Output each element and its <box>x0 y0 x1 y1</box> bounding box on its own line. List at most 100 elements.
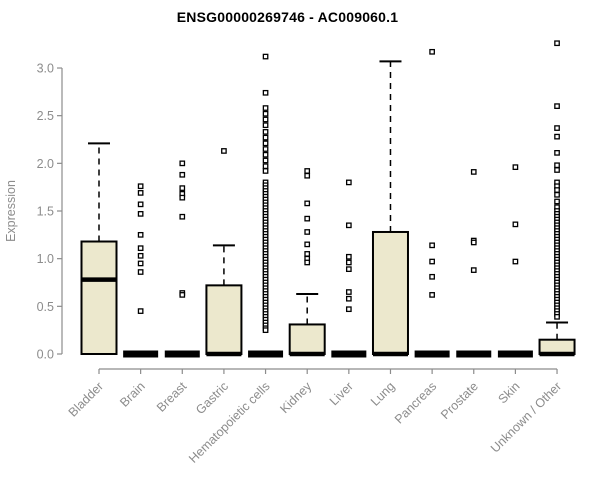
x-tick-label: Skin <box>495 379 522 406</box>
x-tick-label: Lung <box>368 379 398 409</box>
outlier-point <box>512 164 519 171</box>
outlier-point <box>304 200 311 207</box>
outlier-point <box>262 151 269 158</box>
outlier-point <box>262 168 269 174</box>
outlier-point <box>554 191 560 198</box>
x-tick-label: Unknown / Other <box>488 379 564 455</box>
outlier-point <box>429 242 435 249</box>
box-group-lung: Lung <box>368 60 409 409</box>
outlier-point <box>262 53 269 60</box>
outlier-point <box>262 157 269 164</box>
outlier-point <box>262 134 269 141</box>
outlier-point <box>554 187 560 193</box>
y-tick-label: 0.0 <box>37 348 54 362</box>
x-tick-label: Bladder <box>66 379 106 419</box>
outlier-point <box>137 252 144 259</box>
outlier-point <box>304 215 311 222</box>
box-rect <box>288 323 326 355</box>
outlier-point <box>429 48 435 55</box>
y-axis-title: Expression <box>4 180 18 242</box>
outlier-point <box>137 308 144 314</box>
box-group-liver: Liver <box>327 179 367 408</box>
outlier-point <box>137 269 144 275</box>
outlier-point <box>137 231 144 238</box>
outlier-point <box>179 292 186 298</box>
collapsed-box <box>456 350 492 358</box>
outlier-point <box>554 150 560 156</box>
x-tick-label: Breast <box>154 379 190 415</box>
x-tick-label: Liver <box>327 379 356 408</box>
y-tick-label: 1.0 <box>37 252 54 266</box>
outlier-point <box>262 89 269 96</box>
outlier-point <box>554 167 560 173</box>
y-tick-label: 2.0 <box>37 157 54 171</box>
collapsed-box <box>414 350 450 358</box>
outlier-point <box>470 169 477 175</box>
outlier-point <box>179 194 186 201</box>
outlier-point <box>429 292 435 298</box>
outlier-point <box>512 221 519 228</box>
outlier-point <box>262 163 269 170</box>
outlier-point <box>429 258 435 265</box>
outlier-point <box>262 129 269 135</box>
outlier-point <box>512 258 519 265</box>
box-group-skin: Skin <box>495 164 533 406</box>
outlier-point <box>179 171 186 178</box>
outlier-point <box>262 327 269 334</box>
outlier-point <box>262 146 269 152</box>
outlier-point <box>179 160 186 167</box>
outlier-point <box>262 140 269 147</box>
collapsed-box <box>123 350 159 358</box>
outlier-point <box>304 229 311 235</box>
outlier-point <box>179 213 186 220</box>
outlier-point <box>345 266 352 273</box>
box-group-breast: Breast <box>154 160 200 415</box>
outlier-point <box>345 306 352 313</box>
x-tick-label: Kidney <box>277 379 314 416</box>
outlier-point <box>345 222 352 229</box>
outlier-point <box>554 162 560 169</box>
outlier-point <box>137 201 144 208</box>
outlier-point <box>262 105 269 111</box>
outlier-point <box>345 179 352 186</box>
outlier-point <box>345 253 352 260</box>
collapsed-box <box>248 350 284 358</box>
box-group-prostate: Prostate <box>438 169 492 422</box>
collapsed-box <box>497 350 533 358</box>
outlier-point <box>554 125 560 131</box>
box-rect <box>80 240 118 356</box>
outlier-point <box>137 211 144 217</box>
box-group-gastric: Gastric <box>193 148 243 417</box>
x-tick-label: Hematopoietic cells <box>186 379 273 466</box>
outlier-point <box>345 289 352 295</box>
outlier-point <box>470 239 477 246</box>
x-tick-label: Pancreas <box>392 379 439 426</box>
y-tick-label: 0.5 <box>37 300 54 314</box>
outlier-point <box>262 116 269 123</box>
outlier-point <box>179 185 186 191</box>
chart-title: ENSG00000269746 - AC009060.1 <box>176 9 399 25</box>
outlier-point <box>137 190 144 196</box>
y-tick-label: 3.0 <box>37 62 54 76</box>
outlier-point <box>304 168 311 174</box>
outlier-point <box>429 273 435 280</box>
outlier-point <box>304 259 311 266</box>
outlier-point <box>554 313 560 320</box>
box-group-brain: Brain <box>117 183 159 410</box>
box-group-bladder: Bladder <box>66 142 118 420</box>
outlier-point <box>554 103 560 109</box>
outlier-point <box>554 198 560 205</box>
collapsed-box <box>331 350 367 358</box>
outlier-point <box>345 259 352 266</box>
outlier-point <box>137 245 144 252</box>
outlier-point <box>470 267 477 273</box>
y-tick-label: 2.5 <box>37 109 54 123</box>
x-tick-label: Gastric <box>193 379 231 417</box>
outlier-point <box>137 183 144 190</box>
outlier-point <box>304 172 311 179</box>
outlier-point <box>345 295 352 302</box>
outlier-point <box>304 251 311 257</box>
x-tick-label: Prostate <box>438 379 481 422</box>
